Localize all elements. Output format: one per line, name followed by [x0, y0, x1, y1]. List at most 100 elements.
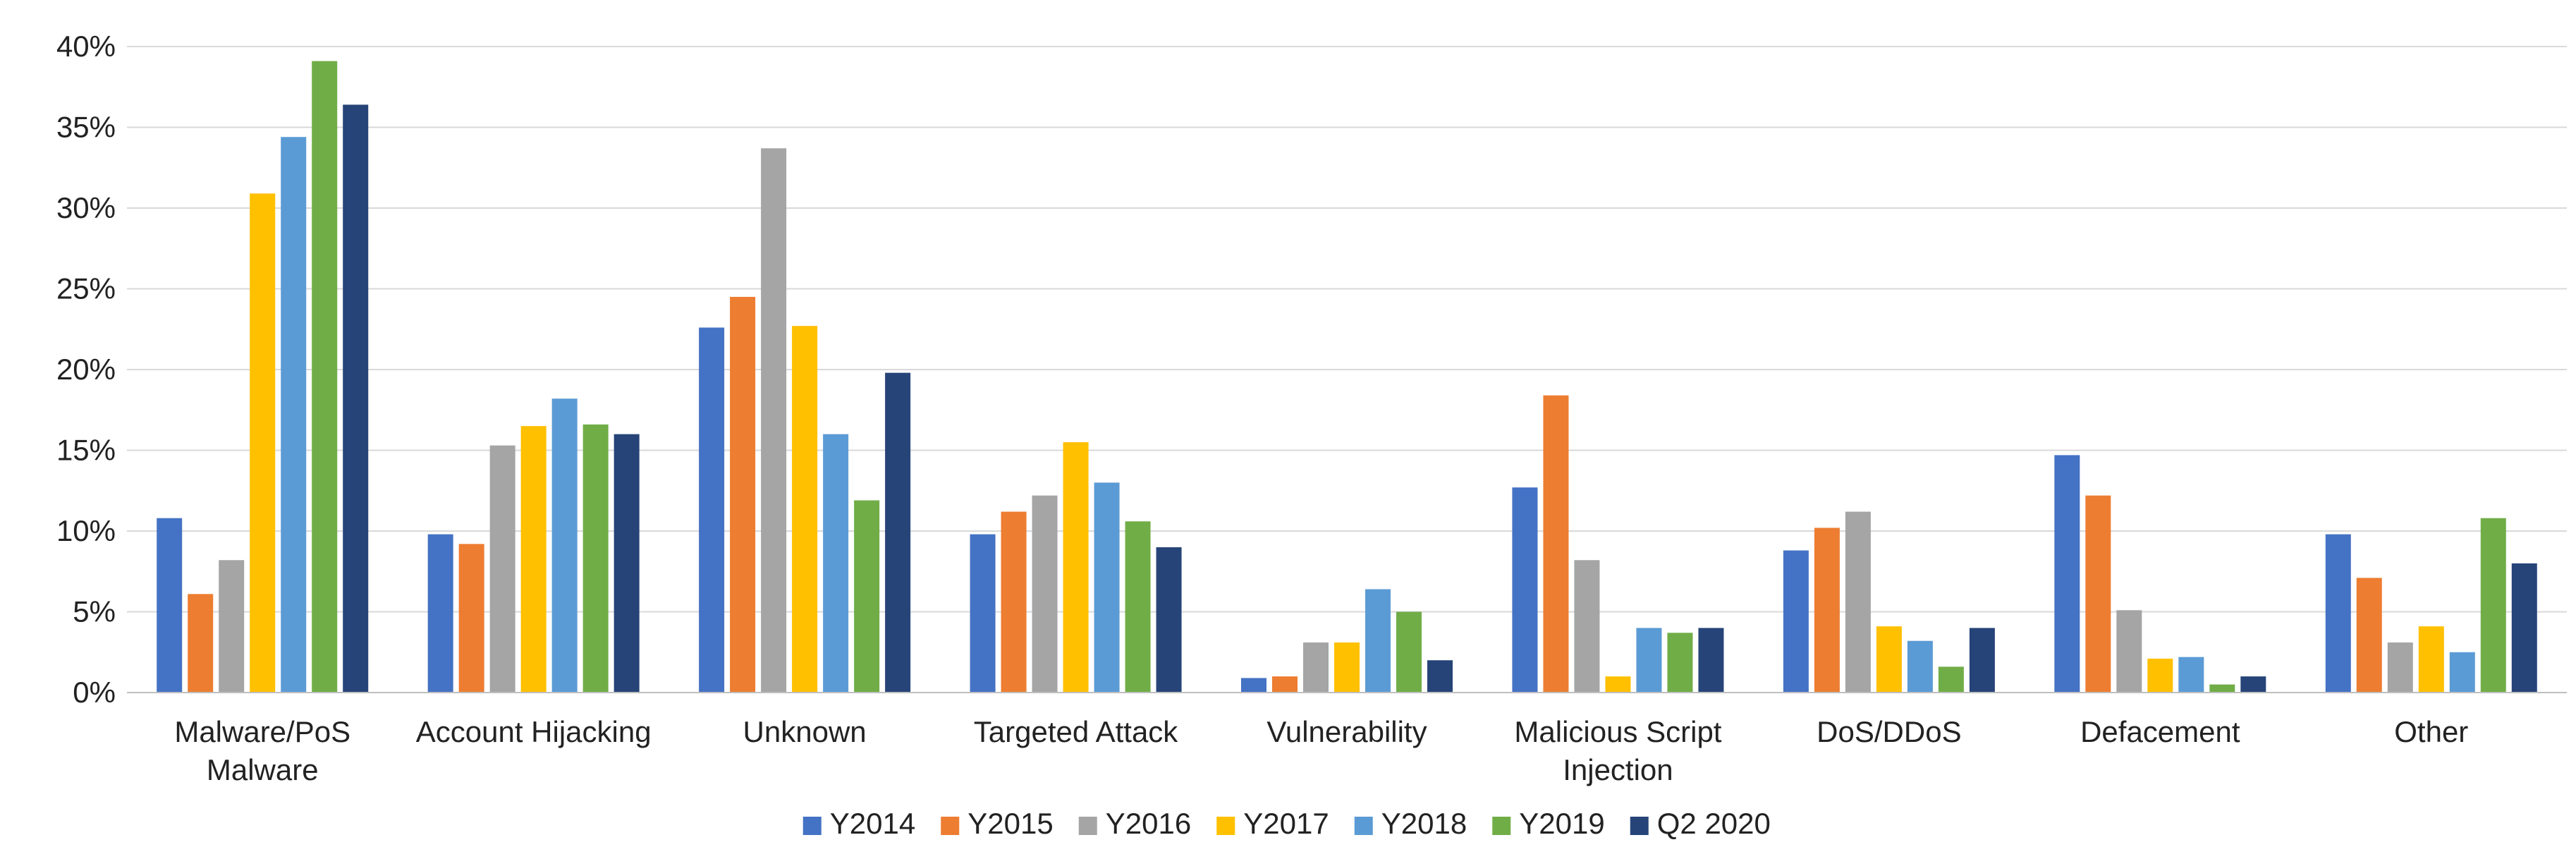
bar-y2018-4[interactable]: [1365, 589, 1391, 693]
category-label: Targeted Attack: [974, 715, 1179, 748]
bar-y2017-2[interactable]: [792, 326, 818, 693]
legend-label[interactable]: Y2016: [1106, 807, 1191, 840]
legend-label[interactable]: Y2019: [1519, 807, 1604, 840]
bar-y2015-6[interactable]: [1814, 528, 1840, 693]
bar-q2-2020-1[interactable]: [614, 434, 640, 693]
bar-y2019-0[interactable]: [312, 61, 338, 693]
category-label: Defacement: [2080, 715, 2240, 748]
category-label: Unknown: [743, 715, 867, 748]
y-tick-label: 35%: [56, 111, 116, 144]
bar-y2018-3[interactable]: [1094, 482, 1120, 693]
legend-label[interactable]: Y2017: [1243, 807, 1329, 840]
legend-label[interactable]: Y2018: [1381, 807, 1467, 840]
bar-q2-2020-4[interactable]: [1427, 660, 1453, 693]
bars: [157, 61, 2537, 693]
y-tick-label: 5%: [73, 595, 116, 628]
bar-q2-2020-6[interactable]: [1969, 628, 1995, 693]
bar-y2015-2[interactable]: [730, 296, 756, 693]
bar-y2015-1[interactable]: [458, 544, 484, 693]
category-label: Vulnerability: [1266, 715, 1427, 748]
bar-y2014-1[interactable]: [427, 534, 453, 693]
legend-swatch-y2014: [802, 817, 822, 835]
legend-swatch-y2019: [1492, 817, 1511, 835]
bar-y2014-8[interactable]: [2325, 534, 2351, 693]
y-tick-label: 15%: [56, 434, 116, 467]
bar-y2019-8[interactable]: [2480, 518, 2506, 693]
y-tick-label: 20%: [56, 353, 116, 386]
bar-y2017-3[interactable]: [1063, 442, 1089, 693]
bar-y2014-2[interactable]: [699, 327, 725, 693]
bar-y2018-7[interactable]: [2178, 657, 2204, 693]
bar-y2019-4[interactable]: [1396, 611, 1422, 693]
bar-y2019-1[interactable]: [582, 424, 609, 693]
legend-label[interactable]: Y2015: [967, 807, 1053, 840]
bar-y2018-1[interactable]: [551, 398, 578, 693]
bar-y2014-5[interactable]: [1512, 487, 1538, 693]
y-tick-label: 10%: [56, 514, 116, 547]
bar-y2016-2[interactable]: [761, 148, 787, 693]
legend[interactable]: Y2014 Y2015 Y2016 Y2017 Y2018 Y2019 Q2 2020: [802, 807, 1771, 840]
bar-y2015-8[interactable]: [2356, 578, 2382, 693]
bar-y2017-6[interactable]: [1876, 626, 1902, 693]
bar-y2018-0[interactable]: [281, 137, 307, 693]
bar-y2015-0[interactable]: [188, 594, 214, 693]
bar-y2015-5[interactable]: [1543, 395, 1569, 693]
bar-y2017-1[interactable]: [520, 426, 547, 693]
bar-y2016-3[interactable]: [1032, 495, 1058, 693]
bar-y2017-8[interactable]: [2418, 626, 2444, 693]
bar-y2015-3[interactable]: [1001, 511, 1027, 693]
bar-q2-2020-0[interactable]: [343, 104, 369, 693]
bar-y2017-5[interactable]: [1605, 676, 1631, 693]
y-tick-label: 25%: [56, 272, 116, 305]
bar-y2017-7[interactable]: [2147, 658, 2173, 693]
bar-y2015-7[interactable]: [2085, 495, 2111, 693]
bar-y2018-2[interactable]: [823, 434, 849, 693]
bar-q2-2020-3[interactable]: [1156, 547, 1182, 693]
legend-swatch-y2016: [1078, 817, 1097, 835]
legend-swatch-y2015: [941, 817, 960, 835]
bar-y2014-7[interactable]: [2054, 455, 2080, 693]
bar-y2014-3[interactable]: [970, 534, 996, 693]
bar-y2017-4[interactable]: [1334, 642, 1360, 693]
category-label: Injection: [1563, 753, 1673, 786]
category-label: Malware: [207, 753, 319, 786]
legend-label[interactable]: Y2014: [830, 807, 915, 840]
bar-y2019-6[interactable]: [1938, 666, 1964, 693]
bar-y2014-0[interactable]: [157, 518, 183, 693]
bar-y2019-2[interactable]: [854, 500, 880, 693]
bar-y2016-4[interactable]: [1303, 642, 1329, 693]
bar-y2014-6[interactable]: [1783, 550, 1809, 693]
y-axis-ticks: 0% 5% 10% 15% 20% 25% 30% 35% 40%: [56, 30, 116, 709]
y-tick-label: 0%: [73, 676, 116, 709]
bar-y2016-5[interactable]: [1574, 560, 1600, 693]
bar-y2014-4[interactable]: [1241, 678, 1266, 693]
bar-y2016-1[interactable]: [489, 445, 515, 693]
category-label: Other: [2394, 715, 2468, 748]
bar-y2019-5[interactable]: [1667, 633, 1693, 693]
y-tick-label: 30%: [56, 191, 116, 224]
bar-y2019-7[interactable]: [2209, 684, 2235, 693]
legend-swatch-q2-2020: [1630, 817, 1649, 835]
bar-y2017-0[interactable]: [250, 193, 276, 693]
bar-q2-2020-2[interactable]: [885, 372, 911, 693]
bar-y2015-4[interactable]: [1272, 676, 1298, 693]
legend-swatch-y2018: [1354, 817, 1373, 835]
bar-q2-2020-7[interactable]: [2240, 676, 2266, 693]
legend-label[interactable]: Q2 2020: [1657, 807, 1771, 840]
bar-y2016-6[interactable]: [1845, 511, 1871, 693]
bar-q2-2020-5[interactable]: [1698, 628, 1724, 693]
bar-y2018-8[interactable]: [2449, 652, 2475, 693]
bar-y2016-0[interactable]: [219, 560, 245, 693]
category-label: Malware/PoS: [174, 715, 350, 748]
bar-y2016-8[interactable]: [2387, 642, 2413, 693]
bar-y2018-6[interactable]: [1907, 640, 1933, 693]
y-tick-label: 40%: [56, 30, 116, 63]
bar-y2018-5[interactable]: [1636, 628, 1662, 693]
category-labels: Malware/PoS Malware Account Hijacking Unkno…: [174, 715, 2468, 786]
bar-y2019-3[interactable]: [1125, 521, 1151, 693]
legend-swatch-y2017: [1216, 817, 1235, 835]
category-label: DoS/DDoS: [1817, 715, 1961, 748]
bar-q2-2020-8[interactable]: [2511, 563, 2537, 693]
bar-y2016-7[interactable]: [2116, 610, 2142, 693]
